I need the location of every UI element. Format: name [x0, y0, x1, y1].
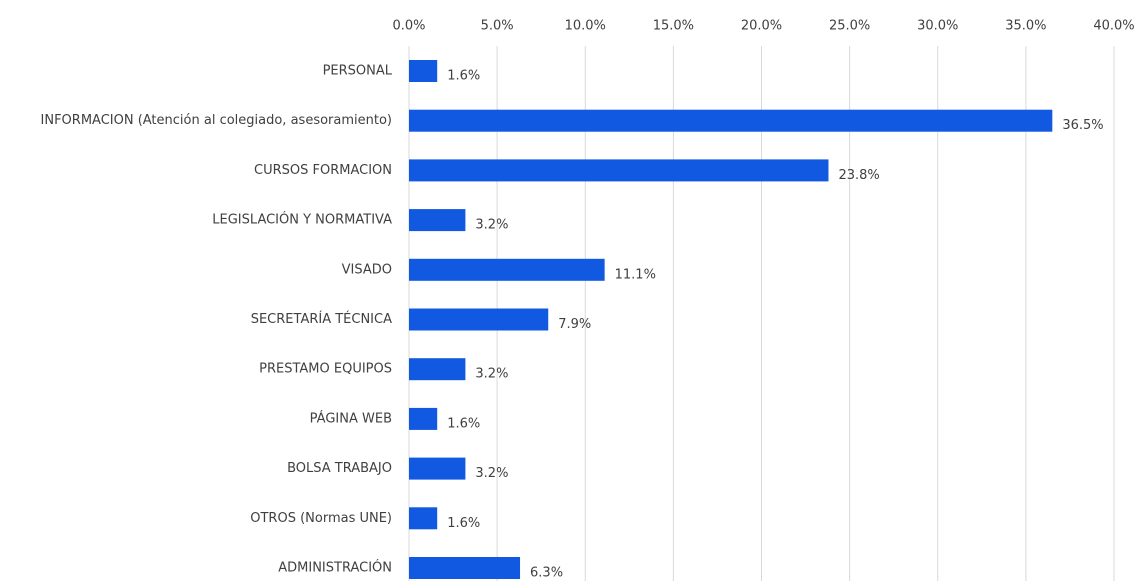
bar	[409, 209, 466, 232]
x-tick-label: 40.0%	[1093, 19, 1134, 34]
bar	[409, 557, 521, 579]
bar	[409, 457, 466, 480]
data-label: 1.6%	[447, 416, 480, 431]
x-tick-label: 0.0%	[392, 19, 425, 34]
data-label: 6.3%	[530, 566, 563, 581]
bar	[409, 60, 438, 82]
x-tick-label: 35.0%	[1005, 19, 1046, 34]
y-tick-label: OTROS (Normas UNE)	[250, 511, 392, 526]
data-label: 1.6%	[447, 69, 480, 84]
y-tick-label: BOLSA TRABAJO	[287, 461, 392, 476]
data-label: 7.9%	[558, 317, 591, 332]
x-tick-label: 30.0%	[917, 19, 958, 34]
y-tick-label: LEGISLACIÓN Y NORMATIVA	[212, 212, 392, 228]
data-label: 11.1%	[615, 267, 656, 282]
y-tick-label: ADMINISTRACIÓN	[278, 560, 392, 576]
bar	[409, 407, 438, 430]
x-tick-label: 20.0%	[741, 19, 782, 34]
x-tick-label: 10.0%	[565, 19, 606, 34]
y-tick-label: VISADO	[342, 262, 392, 277]
x-tick-label: 5.0%	[481, 19, 514, 34]
bar	[409, 308, 549, 331]
bar	[409, 159, 829, 182]
bar	[409, 258, 605, 281]
data-label: 23.8%	[838, 168, 879, 183]
x-tick-label: 15.0%	[653, 19, 694, 34]
data-label: 36.5%	[1062, 118, 1103, 133]
bar	[409, 109, 1053, 132]
x-tick-label: 25.0%	[829, 19, 870, 34]
bar	[409, 507, 438, 530]
data-label: 3.2%	[475, 367, 508, 382]
y-tick-label: CURSOS FORMACION	[254, 163, 392, 178]
data-label: 3.2%	[475, 466, 508, 481]
data-label: 3.2%	[475, 218, 508, 233]
y-tick-label: INFORMACION (Atención al colegiado, ases…	[41, 113, 392, 128]
y-tick-label: PRESTAMO EQUIPOS	[259, 362, 392, 377]
y-tick-label: SECRETARÍA TÉCNICA	[251, 311, 392, 327]
y-tick-label: PERSONAL	[323, 64, 393, 79]
y-tick-label: PÁGINA WEB	[310, 410, 392, 426]
bar	[409, 358, 466, 381]
data-label: 1.6%	[447, 516, 480, 531]
